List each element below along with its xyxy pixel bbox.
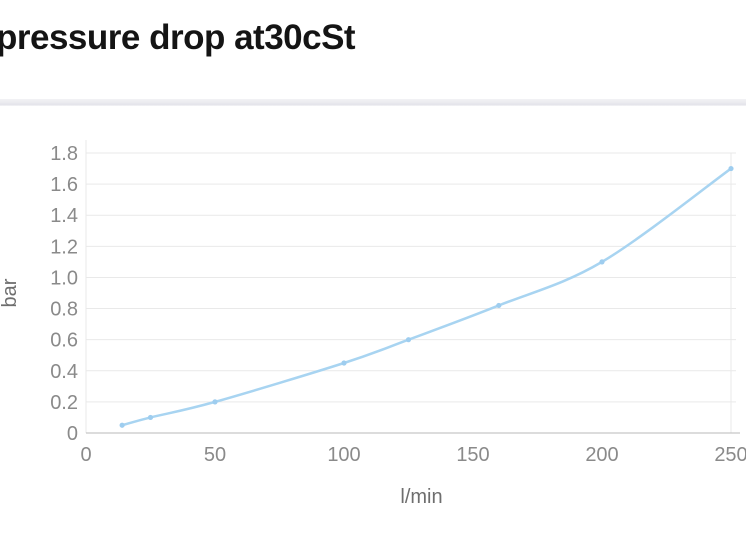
data-point-marker <box>405 337 412 343</box>
y-tick-label: 0.6 <box>50 330 78 352</box>
data-point-marker <box>728 165 734 172</box>
y-tick-label: 1.4 <box>50 205 78 227</box>
title-divider <box>0 99 746 106</box>
y-tick-label: 0 <box>67 423 78 445</box>
x-axis-title: l/min <box>400 486 442 508</box>
x-tick-label: 100 <box>327 444 360 466</box>
x-tick-label: 150 <box>456 444 489 466</box>
x-tick-label: 50 <box>204 444 226 466</box>
y-tick-label: 1.6 <box>50 174 78 196</box>
data-point-marker <box>119 422 125 428</box>
y-tick-label: 1.0 <box>50 267 78 289</box>
x-tick-label: 250 <box>714 444 746 466</box>
y-tick-label: 0.4 <box>50 361 78 383</box>
y-tick-label: 0.2 <box>50 392 78 414</box>
y-tick-label: 1.2 <box>50 236 78 258</box>
series-line <box>120 167 733 427</box>
data-point-marker <box>341 360 347 366</box>
data-point-marker <box>599 259 605 265</box>
y-axis-title: bar <box>0 278 21 307</box>
data-point-marker <box>147 414 154 421</box>
x-tick-label: 0 <box>80 444 91 466</box>
x-tick-label: 200 <box>585 444 618 466</box>
data-point-marker <box>496 302 502 309</box>
y-tick-label: 1.8 <box>50 143 78 165</box>
data-point-marker <box>212 399 218 405</box>
y-tick-label: 0.8 <box>50 299 78 321</box>
chart-title: pressure drop at30cSt <box>0 18 356 57</box>
